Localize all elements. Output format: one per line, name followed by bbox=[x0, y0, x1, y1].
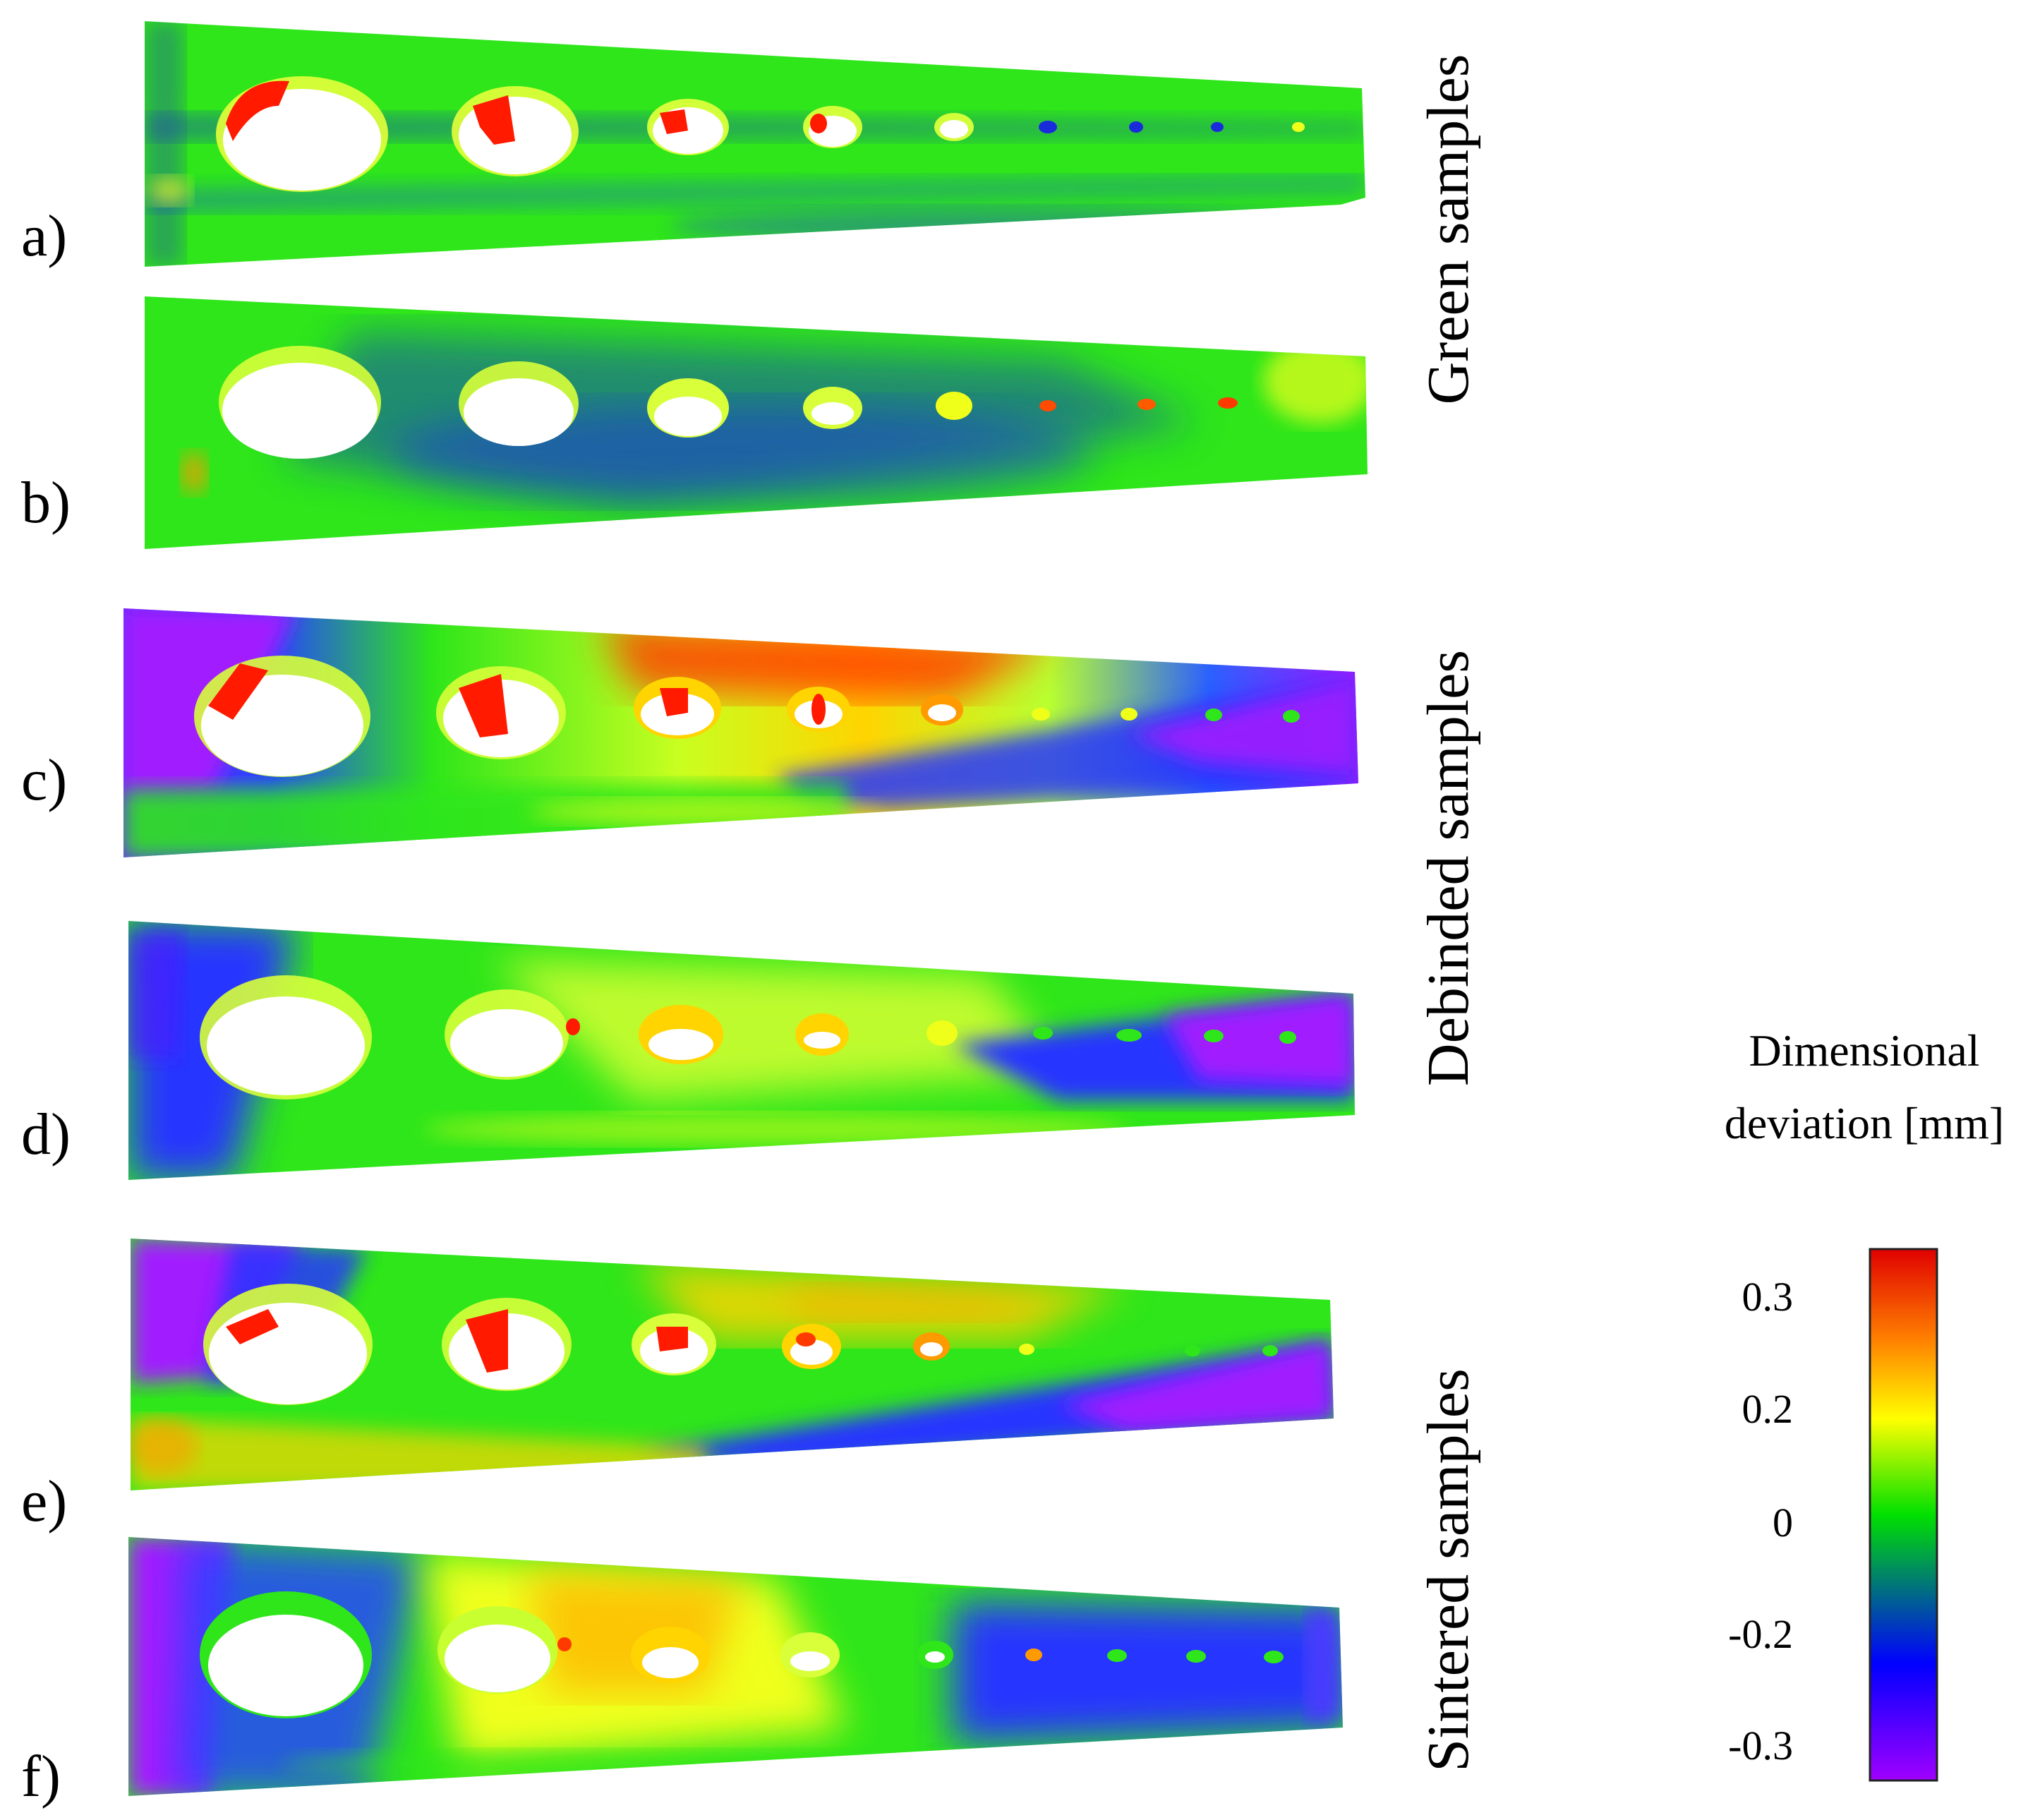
panel-label-a: a) bbox=[21, 203, 67, 269]
group-label-green: Green samples bbox=[1416, 54, 1481, 405]
panel-label-b: b) bbox=[21, 470, 71, 536]
group-label-sintered: Sintered samples bbox=[1416, 1368, 1481, 1772]
legend-tick-2: 0 bbox=[1773, 1500, 1793, 1545]
panel-label-c: c) bbox=[21, 747, 67, 813]
panel-f-scan bbox=[128, 1537, 1343, 1796]
panel-label-d: d) bbox=[21, 1102, 71, 1167]
color-legend: Dimensional deviation [mm] 0.3 0.2 0 -0.… bbox=[1725, 1025, 2004, 1782]
panel-b-scan bbox=[145, 296, 1368, 549]
legend-title-line2: deviation [mm] bbox=[1725, 1098, 2004, 1148]
panel-label-e: e) bbox=[21, 1469, 67, 1534]
legend-title-line1: Dimensional bbox=[1749, 1025, 1979, 1075]
panel-c-scan bbox=[123, 608, 1358, 857]
legend-tick-0: 0.3 bbox=[1742, 1274, 1794, 1320]
legend-tick-1: 0.2 bbox=[1742, 1386, 1794, 1432]
legend-color-bar bbox=[1869, 1248, 1938, 1782]
panel-e-scan bbox=[131, 1239, 1334, 1490]
panel-a-scan bbox=[145, 21, 1365, 267]
legend-tick-3: -0.2 bbox=[1728, 1611, 1793, 1657]
panel-d-scan bbox=[128, 921, 1355, 1180]
panel-label-f: f) bbox=[21, 1744, 61, 1809]
group-label-debinded: Debinded samples bbox=[1416, 650, 1481, 1086]
legend-tick-4: -0.3 bbox=[1728, 1723, 1793, 1768]
